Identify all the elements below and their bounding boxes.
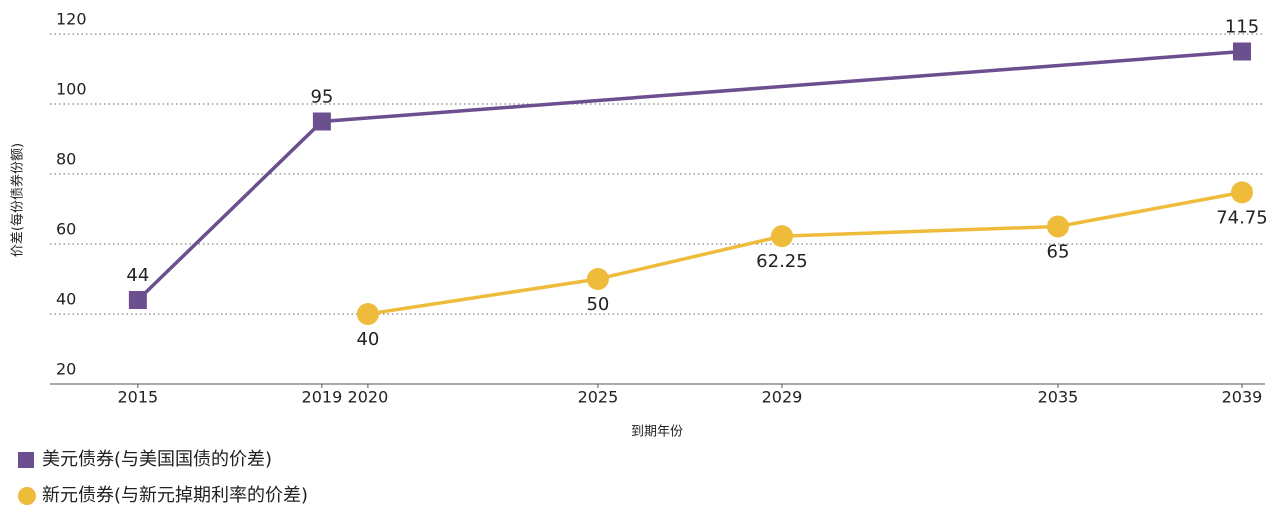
y-tick-label: 80 — [56, 150, 76, 169]
data-label: 65 — [1047, 242, 1070, 263]
marker — [356, 303, 379, 325]
x-tick-label: 2015 — [118, 388, 159, 407]
data-label: 95 — [310, 87, 333, 108]
x-tick-label: 2025 — [578, 388, 619, 407]
marker — [1046, 215, 1069, 238]
legend-label: 美元债券(与美国国债的价差) — [42, 449, 272, 470]
legend-swatch — [18, 487, 36, 505]
y-tick-label: 20 — [56, 360, 76, 379]
y-tick-label: 120 — [56, 10, 87, 29]
y-tick-label: 40 — [56, 290, 76, 309]
x-tick-label: 2019 — [302, 388, 343, 407]
y-tick-label: 60 — [56, 220, 76, 239]
marker — [128, 291, 147, 309]
marker — [1232, 42, 1251, 61]
data-label: 115 — [1225, 17, 1259, 38]
marker — [312, 112, 331, 131]
marker — [1230, 181, 1253, 204]
marker — [586, 268, 609, 290]
marker — [770, 225, 793, 248]
x-tick-label: 2020 — [348, 388, 389, 407]
data-label: 50 — [586, 294, 609, 315]
legend-swatch — [18, 452, 34, 468]
y-axis-label: 价差(每份债券份额) — [10, 143, 26, 257]
data-label: 40 — [356, 329, 379, 350]
legend-label: 新元债券(与新元掉期利率的价差) — [42, 485, 308, 506]
series-line — [136, 49, 1243, 302]
x-tick-label: 2035 — [1038, 388, 1079, 407]
x-tick-label: 2039 — [1222, 388, 1263, 407]
data-label: 44 — [126, 265, 149, 286]
x-axis-label: 到期年份 — [631, 425, 683, 440]
data-label: 74.75 — [1216, 207, 1268, 228]
data-label: 62.25 — [756, 251, 808, 272]
x-tick-label: 2029 — [762, 388, 803, 407]
y-tick-label: 100 — [56, 80, 87, 99]
